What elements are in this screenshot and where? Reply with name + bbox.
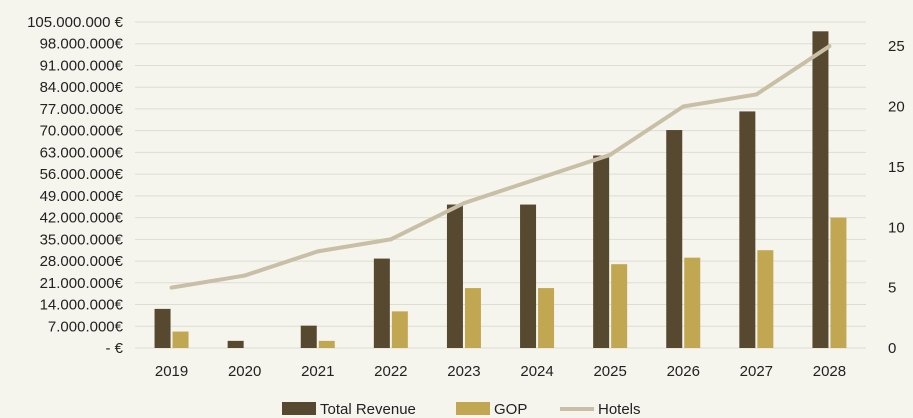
- y-left-tick-label: 98.000.000€: [40, 36, 124, 53]
- y-left-tick-label: 7.000.000€: [48, 318, 124, 335]
- gop-bar: [757, 250, 774, 348]
- x-tick-label: 2026: [667, 363, 700, 380]
- x-tick-label: 2019: [155, 363, 188, 380]
- x-tick-label: 2023: [447, 363, 480, 380]
- hotels-point: [242, 273, 247, 278]
- y-right-tick-label: 25: [888, 38, 905, 55]
- y-left-tick-label: 28.000.000€: [40, 253, 124, 270]
- y-right-tick-label: 20: [888, 99, 905, 116]
- total-revenue-bar: [739, 111, 756, 348]
- x-tick-label: 2021: [301, 363, 334, 380]
- hotels-point: [388, 237, 393, 242]
- y-right-tick-label: 10: [888, 219, 905, 236]
- y-left-tick-label: 70.000.000€: [40, 123, 124, 140]
- total-revenue-bar: [446, 204, 463, 348]
- legend-label: GOP: [494, 401, 527, 418]
- hotels-point: [169, 285, 174, 290]
- y-right-tick-label: 0: [888, 340, 896, 357]
- y-left-tick-label: 63.000.000€: [40, 144, 124, 161]
- x-tick-label: 2025: [593, 363, 626, 380]
- x-tick-label: 2020: [228, 363, 261, 380]
- y-left-tick-label: 77.000.000€: [40, 101, 124, 118]
- gop-bar: [830, 217, 847, 348]
- gop-bar: [318, 340, 335, 348]
- hotels-point: [461, 201, 466, 206]
- legend-swatch: [282, 402, 316, 415]
- total-revenue-bar: [666, 130, 683, 348]
- total-revenue-bar: [520, 204, 537, 348]
- hotels-line: [171, 44, 831, 290]
- x-tick-label: 2027: [740, 363, 773, 380]
- y-left-tick-label: 42.000.000€: [40, 210, 124, 227]
- x-tick-label: 2022: [374, 363, 407, 380]
- y-right-tick-label: 5: [888, 280, 896, 297]
- total-revenue-bar: [593, 155, 610, 348]
- y-left-tick-label: 21.000.000€: [40, 275, 124, 292]
- hotels-point: [827, 44, 832, 49]
- y-left-tick-label: 35.000.000€: [40, 231, 124, 248]
- gop-bar: [684, 257, 701, 348]
- hotels-point: [608, 152, 613, 157]
- gop-bar: [172, 331, 189, 348]
- legend-label: Total Revenue: [320, 401, 416, 418]
- x-tick-label: 2028: [813, 363, 846, 380]
- y-right-tick-label: 15: [888, 159, 905, 176]
- total-revenue-bar: [373, 258, 390, 348]
- hotels-point: [754, 92, 759, 97]
- y-left-tick-label: 56.000.000€: [40, 166, 124, 183]
- x-tick-label: 2024: [520, 363, 553, 380]
- hotels-point: [535, 176, 540, 181]
- legend-swatch: [456, 402, 490, 415]
- y-left-tick-label: - €: [105, 340, 123, 357]
- gop-bar: [464, 288, 481, 348]
- y-left-tick-label: 84.000.000€: [40, 79, 124, 96]
- hotels-point: [681, 104, 686, 109]
- y-left-tick-label: 105.000.000 €: [27, 14, 124, 31]
- gop-bar: [611, 264, 628, 348]
- total-revenue-bar: [300, 325, 317, 348]
- y-left-tick-label: 49.000.000€: [40, 188, 124, 205]
- hotels-point: [315, 249, 320, 254]
- legend-label: Hotels: [598, 401, 641, 418]
- y-left-tick-label: 14.000.000€: [40, 297, 124, 314]
- total-revenue-bar: [227, 340, 244, 348]
- gop-bar: [538, 288, 555, 348]
- gop-bar: [391, 311, 408, 348]
- y-left-tick-label: 91.000.000€: [40, 57, 124, 74]
- total-revenue-bar: [154, 308, 171, 348]
- total-revenue-bar: [812, 31, 829, 349]
